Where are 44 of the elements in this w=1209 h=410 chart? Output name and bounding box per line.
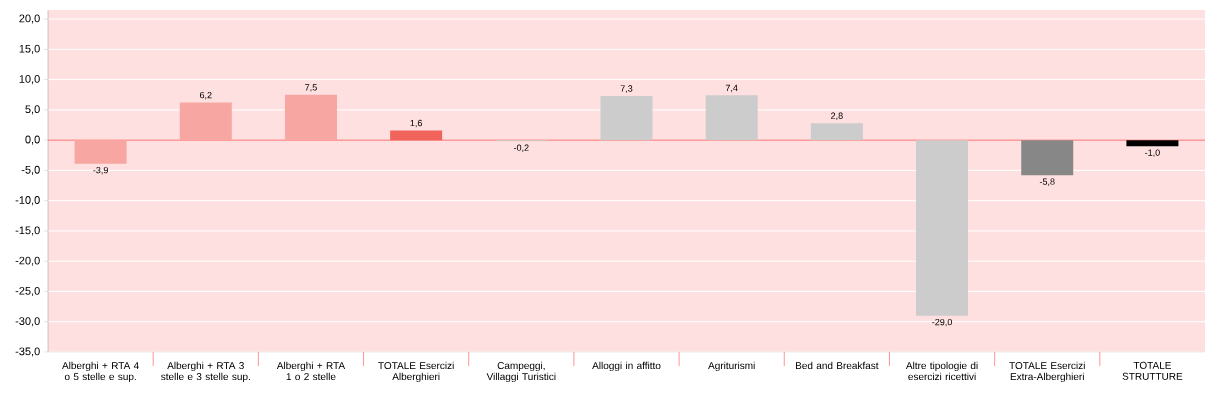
y-tick-label: 15,0 xyxy=(19,44,40,54)
y-tick-label: -35,0 xyxy=(15,347,40,357)
x-tick-label: Alberghi + RTA 1 o 2 stelle xyxy=(276,361,346,381)
x-tick-label: Bed and Breakfast xyxy=(796,361,879,370)
x-tick-label: Alberghi + RTA 4 o 5 stelle e sup. xyxy=(62,361,139,383)
bar xyxy=(74,140,127,164)
y-tick-label: -15,0 xyxy=(15,226,40,236)
x-tick-label: Agriturismi xyxy=(708,361,755,372)
data-label: 7,5 xyxy=(305,84,317,92)
bar xyxy=(705,95,758,141)
bar xyxy=(810,123,863,141)
y-tick-label: 0,0 xyxy=(25,135,40,145)
x-tick-label: TOTALE STRUTTURE xyxy=(1122,361,1183,380)
y-tick-label: 5,0 xyxy=(25,105,40,115)
data-label: 7,4 xyxy=(725,84,738,93)
data-label: -29,0 xyxy=(932,318,952,327)
x-tick-label: TOTALE Esercizi Extra-Alberghieri xyxy=(1009,361,1085,383)
y-tick-label: -25,0 xyxy=(15,286,40,297)
bar xyxy=(179,102,232,141)
bar xyxy=(600,95,653,141)
y-tick-label: 20,0 xyxy=(19,14,40,24)
data-label: 1,6 xyxy=(410,119,422,128)
data-label: -0,2 xyxy=(513,144,529,152)
x-tick-label: TOTALE Esercizi Alberghieri xyxy=(378,361,454,383)
bar xyxy=(1126,140,1179,147)
data-label: 7,3 xyxy=(620,85,633,93)
x-tick-label: Campeggi, Villaggi Turistici xyxy=(486,361,556,383)
y-tick-label: -10,0 xyxy=(15,196,40,206)
data-label: 2,8 xyxy=(831,112,843,120)
data-label: -5,8 xyxy=(1039,178,1055,186)
x-tick-label: Altre tipologie di esercizi ricettivi xyxy=(905,361,978,381)
x-tick-label: Alloggi in affitto xyxy=(592,361,661,372)
bar xyxy=(284,94,337,141)
x-tick-label: Alberghi + RTA 3 stelle e 3 stelle sup. xyxy=(161,361,250,383)
y-tick-label: 10,0 xyxy=(19,75,40,85)
y-tick-label: -5,0 xyxy=(21,165,40,175)
data-label: 6,2 xyxy=(199,91,212,100)
data-label: -1,0 xyxy=(1145,149,1160,157)
y-tick-label: -20,0 xyxy=(15,256,40,266)
y-tick-label: -30,0 xyxy=(15,317,40,327)
bar xyxy=(916,140,969,316)
bar xyxy=(1021,140,1074,176)
bar xyxy=(390,130,443,141)
data-label: -3,9 xyxy=(93,166,108,175)
